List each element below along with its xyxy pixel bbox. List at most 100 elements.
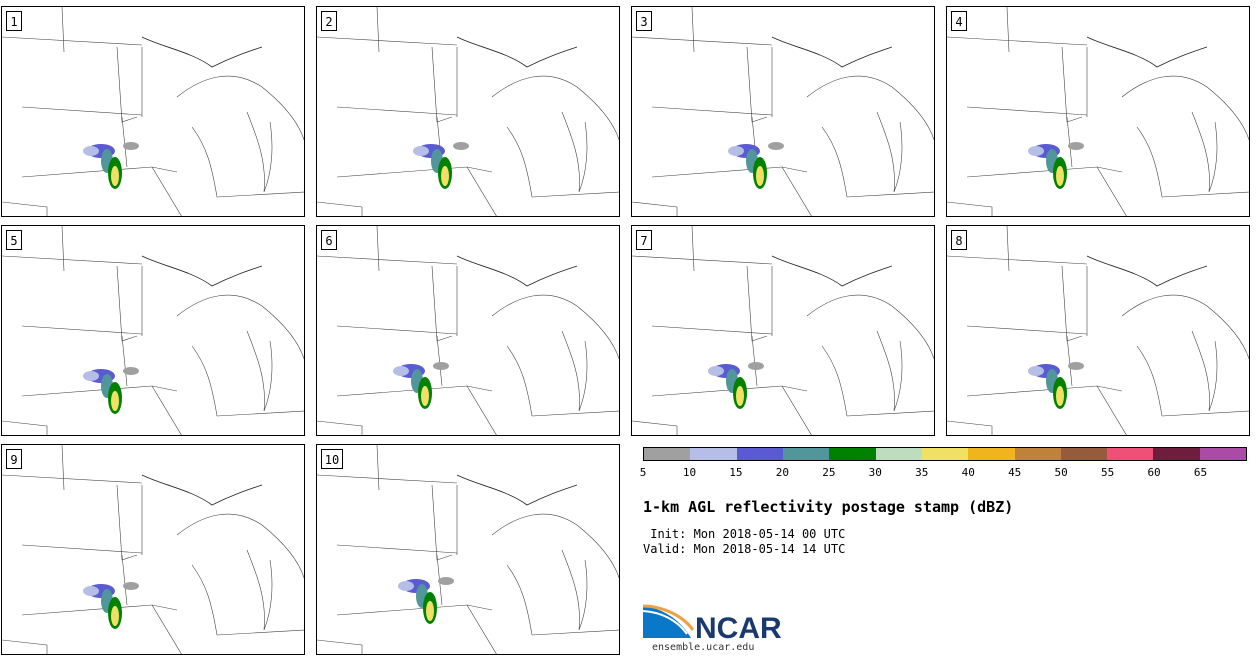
map-boundary — [651, 166, 808, 178]
map-boundary — [466, 604, 497, 654]
reflectivity-echo — [83, 371, 99, 381]
map-boundary — [2, 36, 143, 46]
init-time: Init: Mon 2018-05-14 00 UTC — [643, 527, 846, 541]
panel-map — [2, 7, 304, 216]
ncar-logo: NCAR — [643, 604, 782, 644]
panel-member-label: 2 — [321, 11, 337, 31]
map-boundary — [1096, 166, 1127, 216]
map-boundary — [1096, 385, 1127, 435]
colorbar-swatch — [644, 448, 691, 460]
panel-map — [632, 226, 934, 435]
valid-time: Valid: Mon 2018-05-14 14 UTC — [643, 542, 846, 556]
colorbar-tick-label: 30 — [868, 466, 882, 479]
reflectivity-echo — [1028, 146, 1044, 156]
map-lake-outline — [1086, 36, 1208, 68]
colorbar-tick-label: 50 — [1054, 466, 1068, 479]
reflectivity-echo — [728, 146, 744, 156]
colorbar-swatch — [968, 448, 1015, 460]
figure-title: 1-km AGL reflectivity postage stamp (dBZ… — [643, 498, 1014, 516]
map-boundary — [376, 226, 380, 272]
map-boundary — [966, 385, 1123, 397]
panel-map — [2, 226, 304, 435]
colorbar-tick-label: 10 — [682, 466, 697, 479]
map-boundary — [431, 484, 453, 561]
postage-stamp-panel: 10 — [316, 444, 620, 655]
panel-map — [317, 445, 619, 654]
reflectivity-echo — [438, 577, 454, 585]
map-boundary — [376, 445, 380, 491]
postage-stamp-panel: 7 — [631, 225, 935, 436]
map-boundary — [1006, 226, 1010, 272]
map-boundary — [151, 166, 182, 216]
map-boundary — [176, 294, 304, 360]
map-boundary — [531, 410, 619, 417]
map-boundary — [21, 106, 143, 116]
colorbar-tick-label: 25 — [822, 466, 836, 479]
map-boundary — [466, 385, 497, 435]
reflectivity-echo — [398, 581, 414, 591]
map-boundary — [191, 126, 218, 198]
map-boundary — [1061, 46, 1083, 123]
map-boundary — [746, 265, 768, 342]
postage-stamp-panel: 3 — [631, 6, 935, 217]
colorbar-swatch — [690, 448, 737, 460]
postage-stamp-panel: 2 — [316, 6, 620, 217]
panel-map — [317, 7, 619, 216]
reflectivity-echo — [421, 386, 429, 406]
map-boundary — [431, 265, 453, 342]
panel-map — [632, 7, 934, 216]
reflectivity-echo — [736, 386, 744, 406]
map-boundary — [176, 75, 304, 141]
map-boundary — [1191, 330, 1218, 412]
map-boundary — [1006, 7, 1010, 53]
map-boundary — [431, 46, 453, 123]
map-boundary — [21, 166, 178, 178]
map-boundary — [561, 330, 588, 412]
map-lake-outline — [1086, 255, 1208, 287]
map-boundary — [317, 639, 363, 654]
map-boundary — [2, 420, 48, 435]
map-boundary — [821, 126, 848, 198]
reflectivity-echo — [83, 146, 99, 156]
panel-member-label: 6 — [321, 230, 337, 250]
postage-stamp-panel: 4 — [946, 6, 1250, 217]
colorbar-tick-label: 45 — [1008, 466, 1022, 479]
panel-member-label: 10 — [321, 449, 343, 469]
map-boundary — [317, 420, 363, 435]
colorbar-swatch — [1060, 448, 1108, 460]
map-boundary — [2, 639, 48, 654]
reflectivity-echo — [111, 606, 119, 626]
map-lake-outline — [771, 36, 893, 68]
colorbar-tick-label: 15 — [729, 466, 743, 479]
colorbar-swatch — [736, 448, 783, 460]
map-lake-outline — [141, 255, 263, 287]
reflectivity-echo — [123, 367, 139, 375]
map-boundary — [491, 294, 619, 360]
map-boundary — [61, 445, 65, 491]
reflectivity-echo — [433, 362, 449, 370]
map-boundary — [151, 604, 182, 654]
ncar-logo-text: NCAR — [695, 612, 782, 644]
map-boundary — [1121, 294, 1249, 360]
panel-member-label: 5 — [6, 230, 22, 250]
map-boundary — [806, 294, 934, 360]
reflectivity-echo — [441, 166, 449, 186]
map-boundary — [651, 325, 773, 335]
map-boundary — [116, 484, 138, 561]
map-boundary — [21, 325, 143, 335]
map-boundary — [846, 410, 934, 417]
colorbar-tick-label: 20 — [775, 466, 789, 479]
map-boundary — [2, 201, 48, 216]
map-boundary — [1161, 410, 1249, 417]
map-boundary — [466, 166, 497, 216]
map-boundary — [336, 544, 458, 554]
map-boundary — [966, 106, 1088, 116]
panel-map — [2, 445, 304, 654]
colorbar-tick-label: 55 — [1100, 466, 1115, 479]
map-boundary — [651, 106, 773, 116]
panel-member-label: 3 — [636, 11, 652, 31]
map-boundary — [632, 36, 773, 46]
map-boundary — [947, 201, 993, 216]
map-boundary — [317, 255, 458, 265]
map-boundary — [1161, 191, 1249, 198]
